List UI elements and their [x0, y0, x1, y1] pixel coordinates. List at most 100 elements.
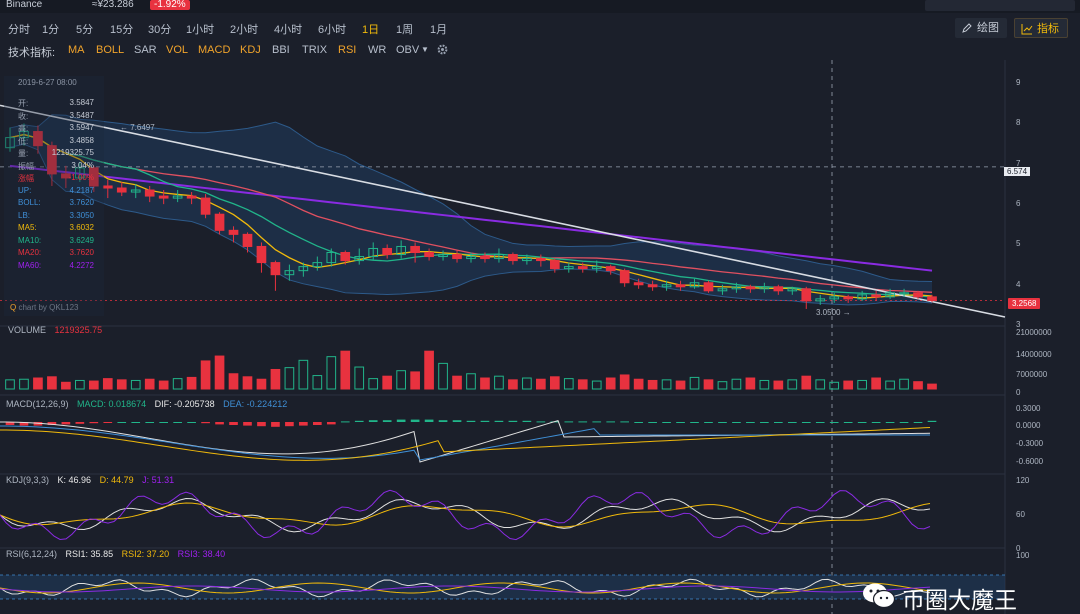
timeframe-0[interactable]: 分时	[8, 24, 30, 36]
macd-bar	[690, 422, 699, 423]
candle-body	[857, 294, 867, 300]
macd-bar	[61, 422, 71, 425]
chart-canvas[interactable]	[0, 60, 1080, 614]
candle-body	[913, 292, 923, 298]
candle-body	[438, 254, 448, 258]
indicator-wr[interactable]: WR	[368, 44, 387, 56]
macd-axis-label: 0.0000	[1016, 421, 1041, 430]
timeframe-8[interactable]: 6小时	[318, 24, 347, 36]
gear-icon[interactable]	[436, 43, 449, 61]
macd-bar	[424, 419, 434, 422]
candle-body	[75, 167, 85, 179]
timeframe-bar: 分时 1分 5分 15分 30分 1小时 2小时 4小时 6小时 1日 1周 1月	[0, 14, 1080, 40]
indicator-sar[interactable]: SAR	[134, 44, 157, 56]
candle-body	[563, 266, 574, 270]
price-axis-label: 3	[1016, 319, 1021, 329]
volume-bar	[913, 381, 923, 390]
indicator-obv[interactable]: OBV	[396, 44, 420, 56]
indicator-kdj[interactable]: KDJ	[240, 44, 261, 56]
candle-body	[47, 145, 57, 175]
macd-bar	[815, 422, 825, 423]
info-value: 4.2187	[69, 185, 94, 195]
indicators-button[interactable]: 指标	[1014, 18, 1068, 38]
info-key: 高:	[18, 124, 29, 133]
timeframe-11[interactable]: 1月	[430, 24, 448, 36]
macd-bar	[648, 422, 657, 423]
candle-body	[452, 254, 462, 260]
candle-body	[759, 286, 770, 290]
macd-bar	[215, 422, 224, 425]
indicator-macd[interactable]: MACD	[198, 44, 231, 56]
info-value: 3.5847	[69, 98, 94, 107]
timeframe-6[interactable]: 2小时	[230, 24, 259, 36]
volume-bar	[466, 373, 476, 390]
info-value: 3.4858	[69, 135, 94, 145]
timeframe-1[interactable]: 1分	[42, 24, 60, 36]
candle-body	[787, 288, 798, 292]
volume-bar	[158, 380, 169, 390]
volume-bar	[242, 376, 253, 390]
candle-body	[158, 195, 169, 199]
macd-bar	[159, 422, 168, 423]
macd-bar	[536, 421, 546, 423]
bollinger-lower	[9, 143, 933, 306]
indicator-ma[interactable]: MA	[68, 44, 85, 56]
obv-chevron-down-icon[interactable]: ▼	[421, 45, 429, 54]
info-date: 2019-6-27 08:00	[18, 78, 77, 87]
price-axis-label: 9	[1016, 78, 1021, 88]
indicator-bbi[interactable]: BBI	[272, 44, 290, 56]
macd-bar	[368, 420, 378, 422]
draw-button[interactable]: 绘图	[955, 18, 1007, 38]
info-key: UP:	[18, 185, 32, 195]
macd-bar	[410, 419, 420, 422]
timeframe-7[interactable]: 4小时	[274, 24, 303, 36]
volume-bar	[75, 379, 85, 390]
indicator-trix[interactable]: TRIX	[302, 44, 328, 56]
indicator-rsi[interactable]: RSI	[338, 44, 357, 56]
volume-bar	[144, 378, 155, 390]
volume-bar	[396, 370, 406, 390]
macd-bar	[787, 422, 797, 423]
info-value: 3.5487	[69, 110, 94, 120]
chart-watermark: Q chart by QKL123	[10, 303, 79, 312]
macd-extra-line	[0, 427, 931, 461]
candle-body	[703, 282, 714, 292]
macd-bar	[340, 421, 350, 423]
info-key: 振幅	[18, 161, 34, 171]
indicator-boll[interactable]: BOLL	[96, 44, 125, 56]
candle-body	[144, 189, 155, 197]
volume-bar	[605, 377, 616, 390]
indicator-vol[interactable]: VOL	[166, 44, 189, 56]
cny-price: ≈¥23.286	[92, 0, 134, 10]
macd-bar	[103, 422, 113, 423]
candle-body	[368, 247, 379, 258]
macd-bar	[760, 422, 769, 423]
info-key: MA10:	[18, 235, 42, 245]
high-price-marker: ← 7.6497	[120, 123, 155, 132]
rsi-axis-label: 100	[1016, 551, 1030, 560]
wechat-watermark: 币圈大魔王	[862, 576, 1077, 614]
rsi2-value: RSI2: 37.20	[121, 549, 170, 559]
timeframe-10[interactable]: 1周	[396, 24, 414, 36]
timeframe-4[interactable]: 30分	[148, 24, 172, 36]
macd-bar	[732, 422, 741, 423]
timeframe-5[interactable]: 1小时	[186, 24, 215, 36]
volume-bar	[661, 379, 672, 390]
macd-bar	[662, 422, 671, 423]
macd-bar	[229, 422, 238, 425]
timeframe-2[interactable]: 5分	[76, 24, 94, 36]
candle-body	[116, 187, 127, 193]
candle-body	[549, 260, 560, 270]
timeframe-9[interactable]: 1日	[362, 24, 380, 36]
kdj-j-line	[0, 489, 931, 541]
volume-bar	[256, 378, 267, 390]
volume-bar	[130, 379, 141, 390]
macd-bar	[606, 421, 616, 423]
indicator-bar-label: 技术指标:	[8, 47, 56, 59]
candle-body	[843, 296, 854, 300]
top-right-control[interactable]	[925, 0, 1075, 11]
timeframe-3[interactable]: 15分	[110, 24, 134, 36]
volume-title-text: VOLUME	[8, 325, 47, 335]
price-axis-label: 8	[1016, 118, 1021, 128]
candle-body	[284, 270, 295, 276]
